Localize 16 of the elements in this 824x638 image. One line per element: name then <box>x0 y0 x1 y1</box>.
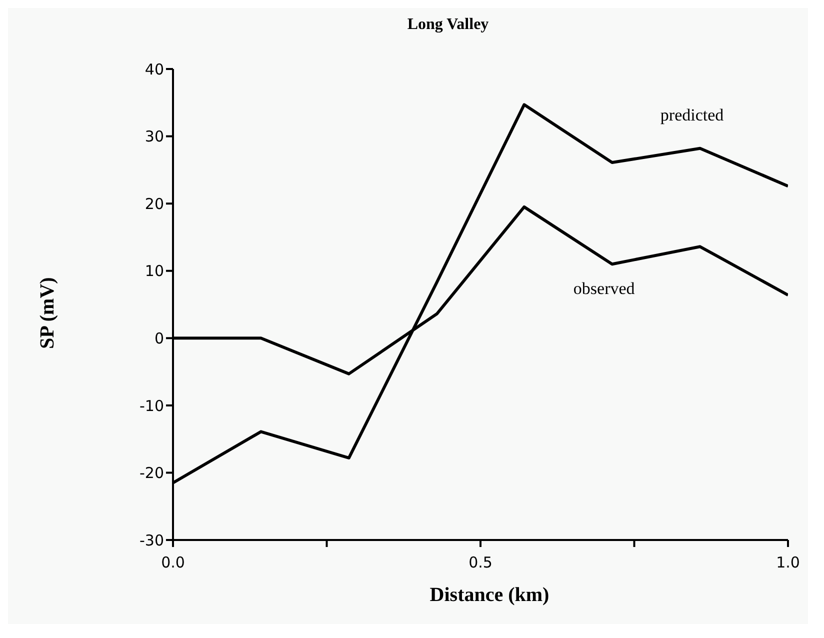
series-label: predicted <box>660 105 724 124</box>
y-tick-label: 40 <box>144 60 164 78</box>
series-label: observed <box>573 279 636 298</box>
x-tick-label: 0.5 <box>468 554 492 572</box>
chart-title: Long Valley <box>407 16 489 33</box>
x-tick-label: 1.0 <box>776 554 800 572</box>
y-tick-label: 10 <box>144 262 164 280</box>
y-tick-label: 30 <box>144 128 164 146</box>
x-tick-label: 0.0 <box>161 554 185 572</box>
y-tick-label: 0 <box>154 329 164 348</box>
x-axis-title: Distance (km) <box>428 584 550 607</box>
y-tick-label: -20 <box>140 464 164 482</box>
y-axis-title: SP (mV) <box>36 277 60 349</box>
y-tick-label: -30 <box>140 531 164 550</box>
y-tick-label: -10 <box>140 396 164 415</box>
y-tick-label: 20 <box>144 194 164 213</box>
